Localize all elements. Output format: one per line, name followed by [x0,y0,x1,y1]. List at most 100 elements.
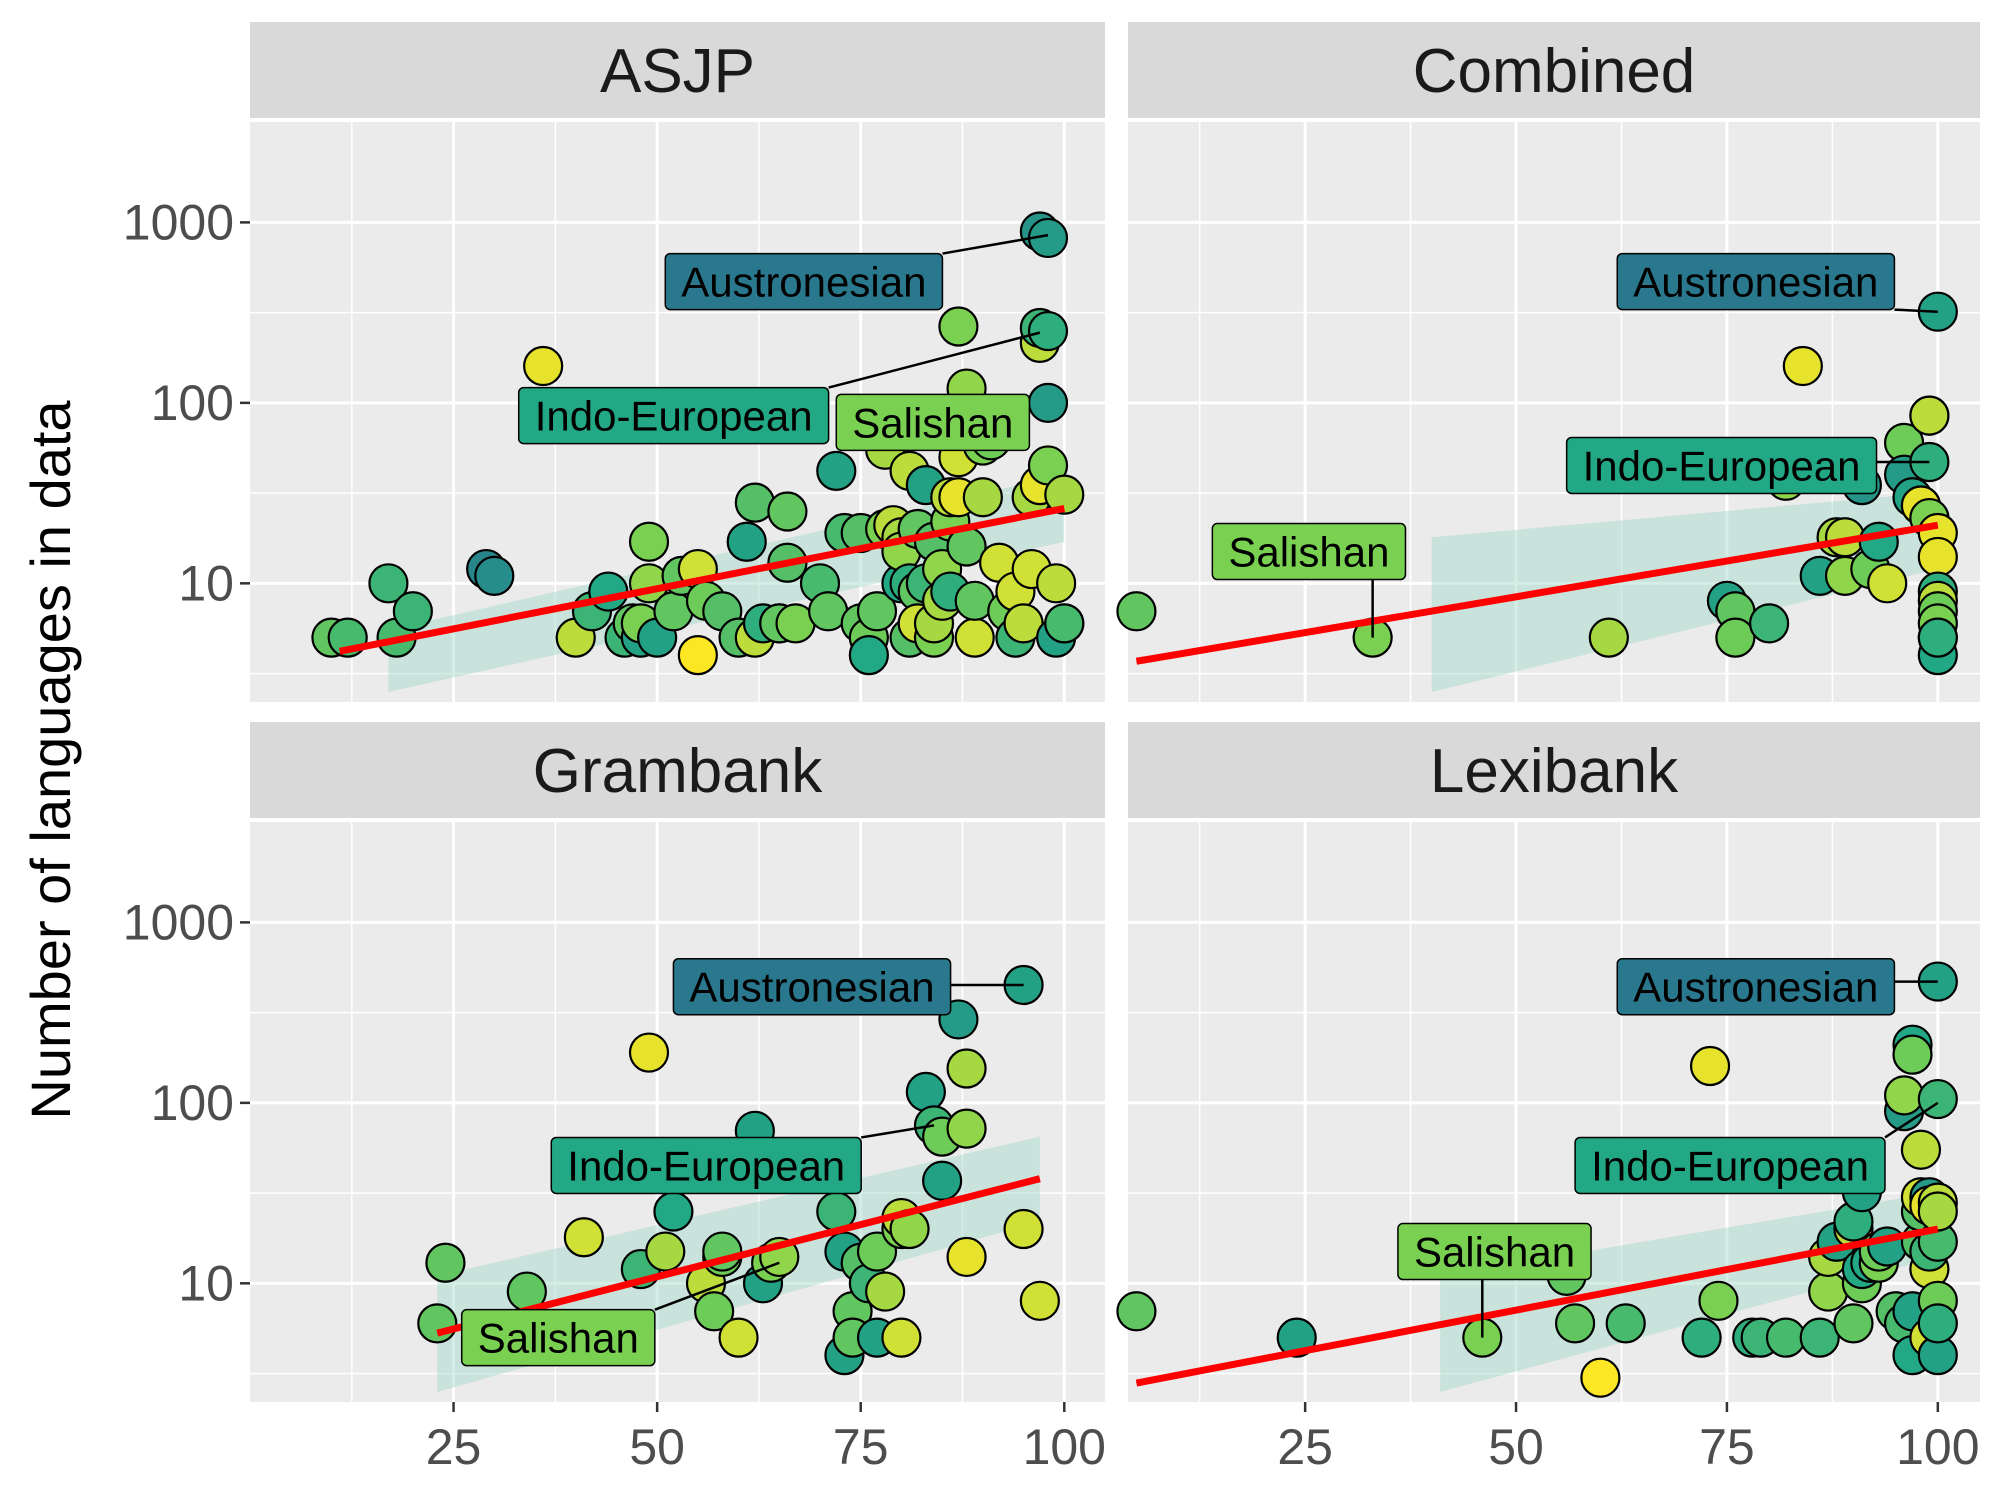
x-tick-label: 25 [1277,1419,1333,1475]
x-tick-label: 50 [629,1419,685,1475]
data-point [1892,1034,1933,1075]
data-point [368,563,409,604]
data-point [1858,521,1899,562]
data-point [1036,563,1077,604]
data-point [718,1317,759,1358]
annotation-label: Austronesian [689,964,934,1011]
x-tick-label: 100 [1023,1419,1106,1475]
y-tick-label: 10 [178,1255,234,1311]
facet-title: Lexibank [1430,737,1679,806]
trend-line [1135,1225,1939,1387]
annotation-austronesian: Austronesian [664,233,1049,311]
data-point [1689,1045,1731,1087]
facet-strip [250,722,1105,818]
annotation-salishan: Salishan [460,1261,780,1367]
annotation-leader [1884,1101,1939,1139]
annotation-leader [828,331,1041,389]
annotation-label: Salishan [852,399,1013,446]
annotation-label: Salishan [1414,1229,1575,1276]
data-point [392,591,433,632]
data-point [1027,310,1069,352]
data-point [1833,1303,1874,1344]
annotation-indo-european: Indo-European [1574,1101,1939,1195]
data-point [563,1217,604,1258]
data-point [946,1236,987,1278]
annotation-label: Austronesian [1633,964,1878,1011]
data-point [938,306,979,347]
data-points [417,964,1060,1376]
confidence-ribbon [1440,1192,1938,1392]
facet-strip [1128,722,1980,818]
facet-asjp: ASJP Austronesian Indo-European Salishan 10 1… [123,22,1105,702]
annotation-salishan: Salishan [835,393,1031,452]
data-point [677,635,718,676]
y-tick-label: 10 [178,555,234,611]
annotation-box [672,957,952,1016]
data-point [767,491,808,532]
x-tick-label: 50 [1488,1419,1544,1475]
facet-title: Combined [1413,37,1696,106]
data-point [1917,1191,1958,1232]
facet-title: Grambank [533,737,823,806]
annotation-salishan: Salishan [1397,1222,1592,1338]
annotation-leader [654,1261,780,1311]
data-point [1027,382,1069,423]
annotation-label: Indo-European [1583,442,1861,489]
y-tick-label: 1000 [123,894,234,950]
annotation-box [835,393,1031,452]
annotation-label: Indo-European [567,1142,845,1189]
y-tick-label: 1000 [123,194,234,250]
facet-combined: Combined Austronesian Indo-European Salisha… [1116,22,1980,702]
data-point [1019,1280,1060,1321]
annotation-box [517,386,830,445]
data-point [1580,1357,1621,1398]
data-point [1588,617,1629,658]
data-point [946,1108,987,1149]
x-tick-label: 25 [426,1419,482,1475]
data-point [474,555,515,596]
annotation-label: Indo-European [535,393,813,440]
panel-background [1128,122,1980,702]
data-point [881,1317,922,1358]
trend-line [436,1175,1041,1337]
x-tick-label: 75 [1699,1419,1755,1475]
data-point [946,1048,987,1089]
annotation-box [1211,522,1407,581]
data-point [1116,1291,1157,1332]
gridlines [1128,822,1980,1402]
confidence-ribbon [1431,492,1938,692]
data-point [1044,474,1085,515]
data-point [1605,1303,1646,1344]
data-point [1799,1317,1840,1358]
data-point [1883,1075,1925,1116]
data-point [1698,1280,1739,1321]
facet-strip [1128,22,1980,118]
annotation-austronesian: Austronesian [1616,957,1938,1016]
data-point [1715,617,1756,658]
data-point [1554,1303,1596,1344]
annotation-box [664,252,944,311]
data-point [1044,603,1085,644]
annotation-leader [1894,308,1938,313]
data-point [1765,1317,1807,1358]
data-point [1909,395,1950,436]
annotation-box [1397,1222,1592,1281]
data-point [1917,617,1958,658]
annotation-indo-european: Indo-European [517,331,1041,445]
y-tick-label: 100 [151,375,234,431]
facet-panels: ASJP Austronesian Indo-European Salishan 10 1… [123,22,1980,1475]
y-tick-label: 100 [151,1075,234,1131]
facet-strip [250,22,1105,118]
data-point [694,1291,735,1332]
data-point [425,1242,466,1283]
data-point [1917,1303,1958,1344]
data-point [816,450,857,491]
annotation-box [1565,436,1878,495]
data-point [962,477,1003,518]
annotation-austronesian: Austronesian [1616,252,1938,313]
data-point [1808,1271,1849,1312]
data-point [1917,536,1958,578]
annotation-leader [942,233,1049,255]
data-point [1782,345,1823,387]
data-point [954,617,995,658]
